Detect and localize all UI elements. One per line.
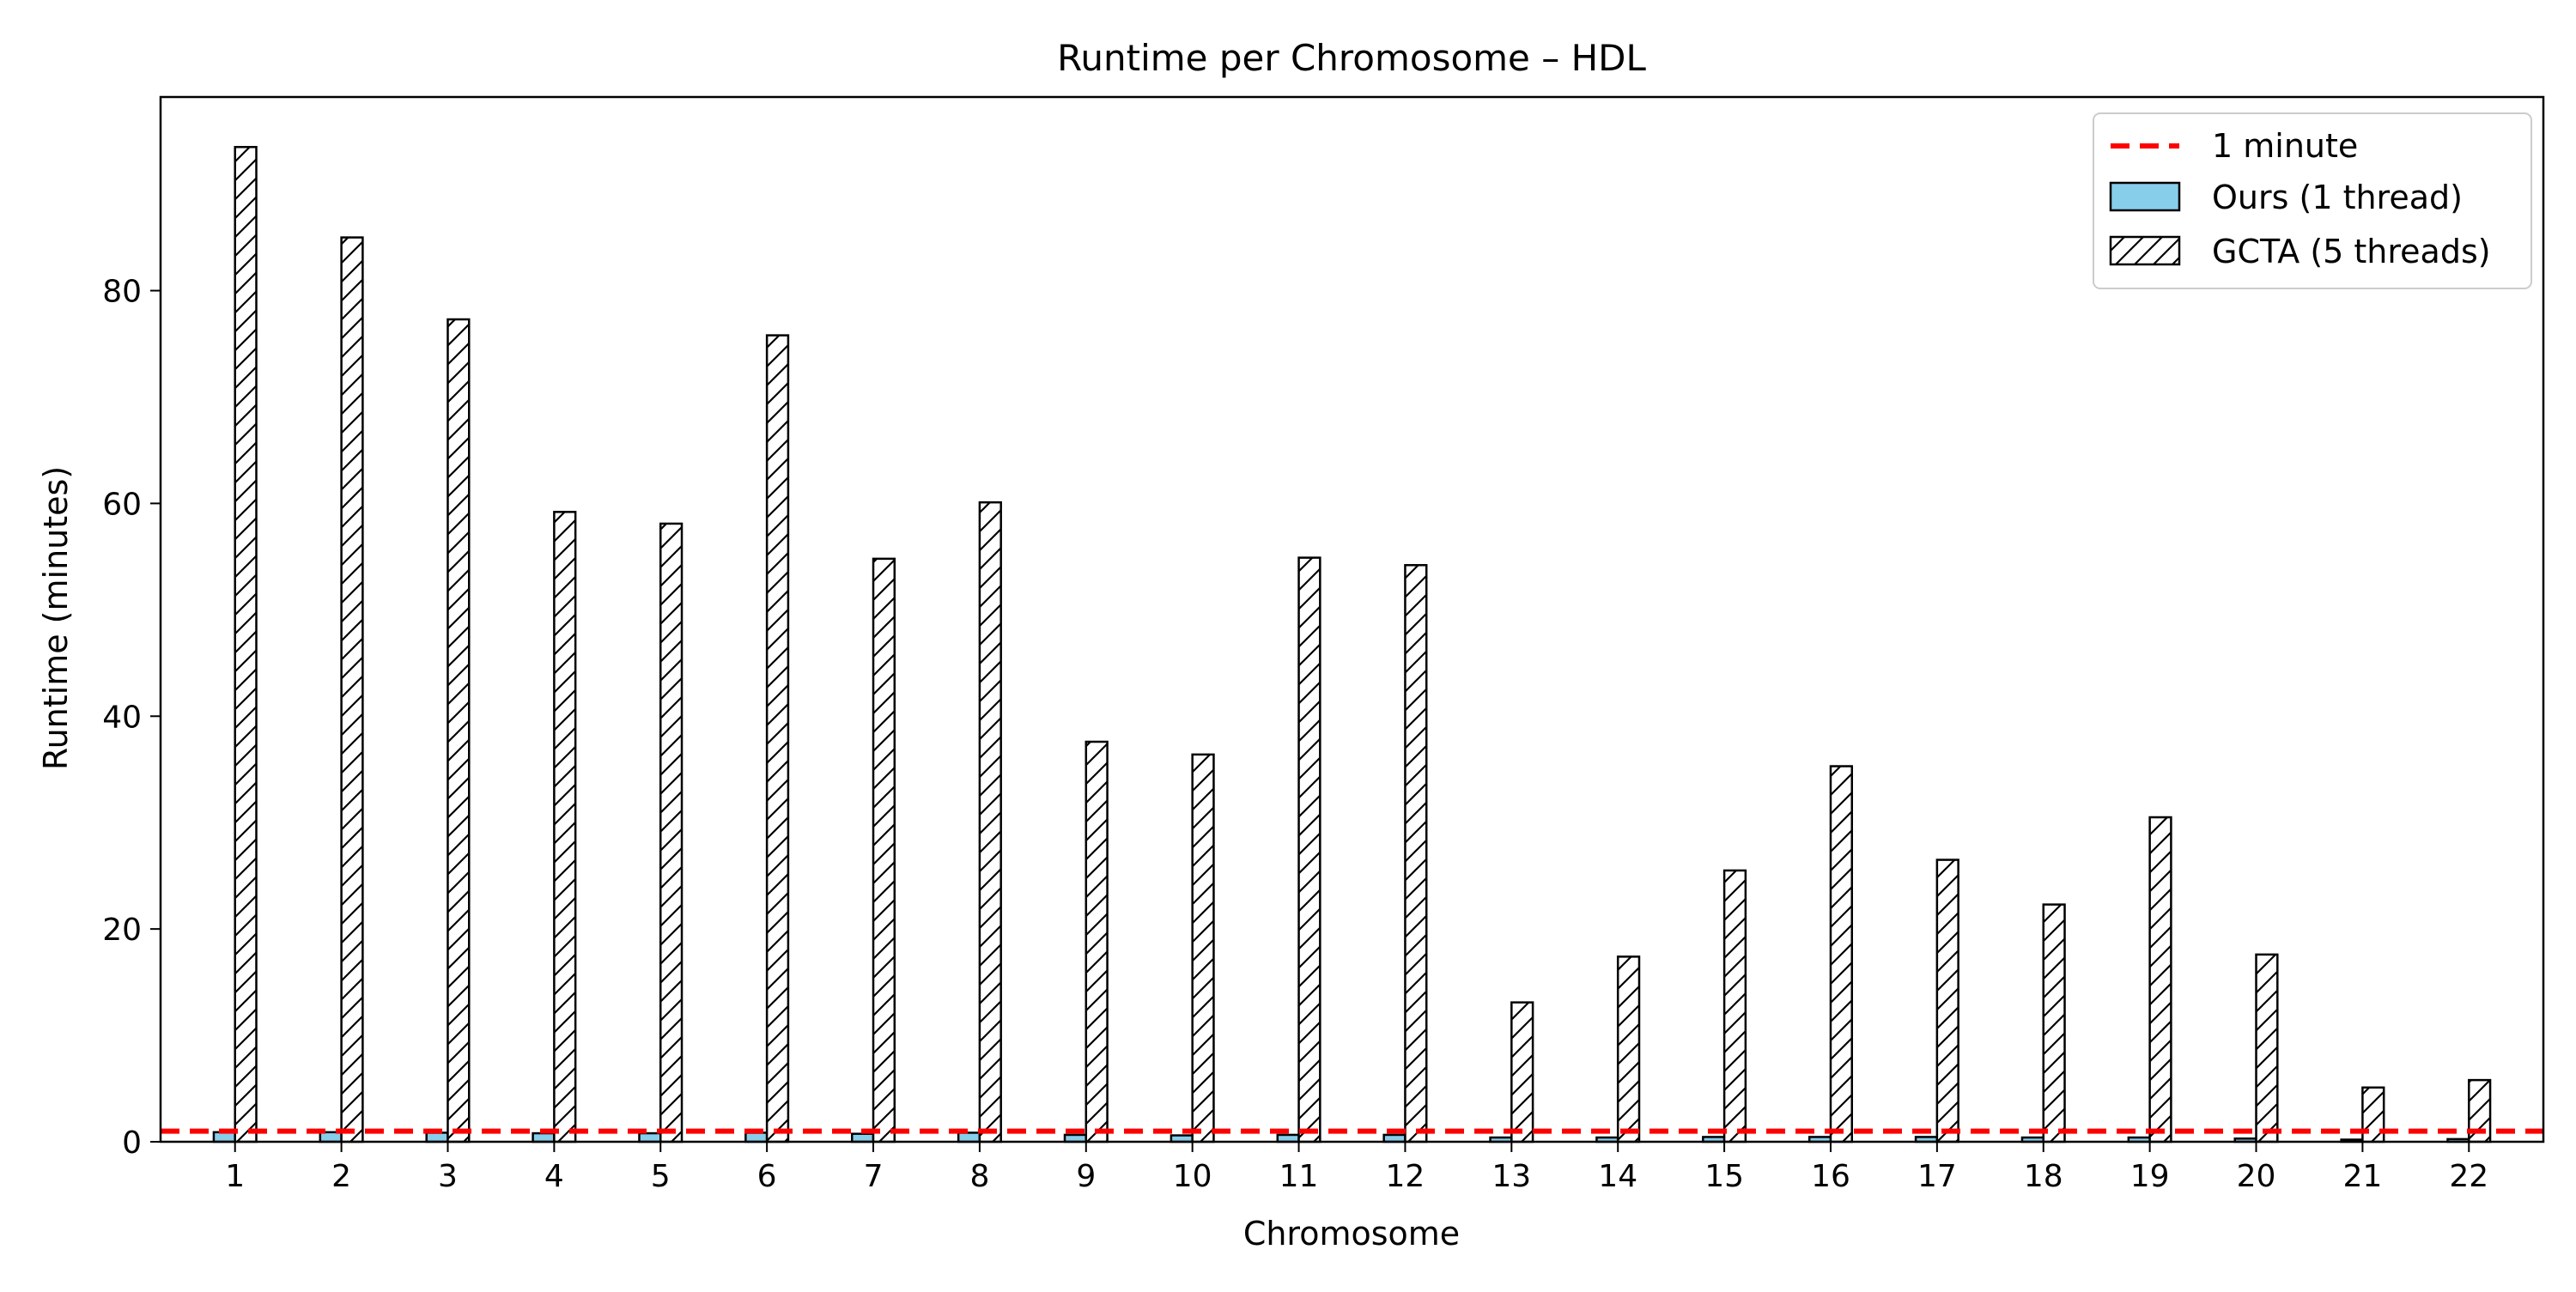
bar-ours-chr-6 (744, 1131, 769, 1143)
bar-gcta-chr-20 (2255, 953, 2279, 1143)
bar-gcta-chr-9 (1084, 740, 1109, 1143)
x-tick-label: 7 (864, 1159, 884, 1194)
bar-gcta-chr-11 (1297, 556, 1321, 1143)
x-tick-label: 6 (757, 1159, 777, 1194)
y-tick-label: 40 (102, 700, 142, 735)
plot-frame (159, 95, 2545, 1143)
bar-gcta-chr-3 (447, 318, 471, 1143)
y-tick-label: 0 (122, 1125, 142, 1161)
plot-area (161, 145, 2543, 1143)
bar-gcta-chr-1 (234, 145, 258, 1143)
bar-gcta-chr-8 (978, 500, 1002, 1143)
bar-gcta-chr-10 (1191, 753, 1215, 1143)
legend: 1 minute Ours (1 thread) GCTA (5 threads… (2093, 112, 2532, 289)
x-tick-label: 19 (2130, 1159, 2170, 1194)
bar-ours-chr-8 (957, 1131, 981, 1143)
x-tick-label: 8 (969, 1159, 989, 1194)
x-tick-label: 2 (331, 1159, 351, 1194)
bar-gcta-chr-14 (1616, 955, 1641, 1143)
legend-label-ours: Ours (1 thread) (2212, 179, 2463, 216)
legend-box (2093, 112, 2532, 289)
x-tick-label: 1 (225, 1159, 245, 1194)
bar-ours-chr-5 (638, 1131, 662, 1143)
x-tick-label: 5 (651, 1159, 671, 1194)
x-tick-label: 13 (1492, 1159, 1531, 1194)
bar-gcta-chr-17 (1935, 858, 1959, 1143)
x-tick-label: 12 (1386, 1159, 1425, 1194)
chart-title: Runtime per Chromosome – HDL (1057, 37, 1646, 79)
y-tick-label: 20 (102, 913, 142, 948)
bar-gcta-chr-18 (2042, 903, 2066, 1143)
bar-gcta-chr-15 (1722, 869, 1747, 1143)
legend-swatch-ours-icon (2109, 181, 2181, 212)
x-tick-label: 18 (2024, 1159, 2063, 1194)
x-tick-label: 15 (1704, 1159, 1744, 1194)
legend-label-reference: 1 minute (2212, 127, 2358, 165)
x-tick-label: 11 (1279, 1159, 1319, 1194)
x-tick-label: 17 (1917, 1159, 1957, 1194)
x-tick-label: 3 (438, 1159, 458, 1194)
bar-gcta-chr-4 (553, 511, 577, 1143)
x-axis-label: Chromosome (1243, 1215, 1460, 1253)
legend-label-gcta: GCTA (5 threads) (2212, 233, 2491, 270)
x-axis-ticks: 1 2 3 4 5 6 7 8 9 10 11 12 13 14 15 16 17 18 19 20 21 22 (225, 1142, 2488, 1194)
x-tick-label: 4 (544, 1159, 564, 1194)
bar-gcta-chr-12 (1404, 564, 1428, 1143)
bar-gcta-chr-5 (659, 522, 683, 1143)
x-tick-label: 14 (1598, 1159, 1637, 1194)
bar-ours-chr-4 (532, 1131, 556, 1143)
bar-gcta-chr-7 (872, 557, 896, 1143)
y-tick-label: 60 (102, 487, 142, 522)
x-tick-label: 20 (2237, 1159, 2276, 1194)
bar-gcta-chr-6 (765, 334, 790, 1143)
y-axis-ticks: 0 20 40 60 80 (102, 275, 161, 1161)
x-tick-label: 9 (1076, 1159, 1096, 1194)
bar-ours-chr-7 (850, 1132, 875, 1143)
bar-gcta-chr-19 (2148, 816, 2172, 1143)
bar-ours-chr-3 (425, 1131, 449, 1143)
x-tick-label: 10 (1173, 1159, 1212, 1194)
y-axis-label: Runtime (minutes) (37, 466, 75, 770)
x-tick-label: 21 (2342, 1159, 2382, 1194)
bar-gcta-chr-13 (1510, 1001, 1534, 1143)
y-tick-label: 80 (102, 275, 142, 310)
x-tick-label: 22 (2449, 1159, 2488, 1194)
legend-swatch-gcta-icon (2109, 235, 2181, 266)
x-tick-label: 16 (1811, 1159, 1850, 1194)
bar-gcta-chr-2 (340, 236, 364, 1143)
bar-gcta-chr-16 (1829, 765, 1854, 1143)
